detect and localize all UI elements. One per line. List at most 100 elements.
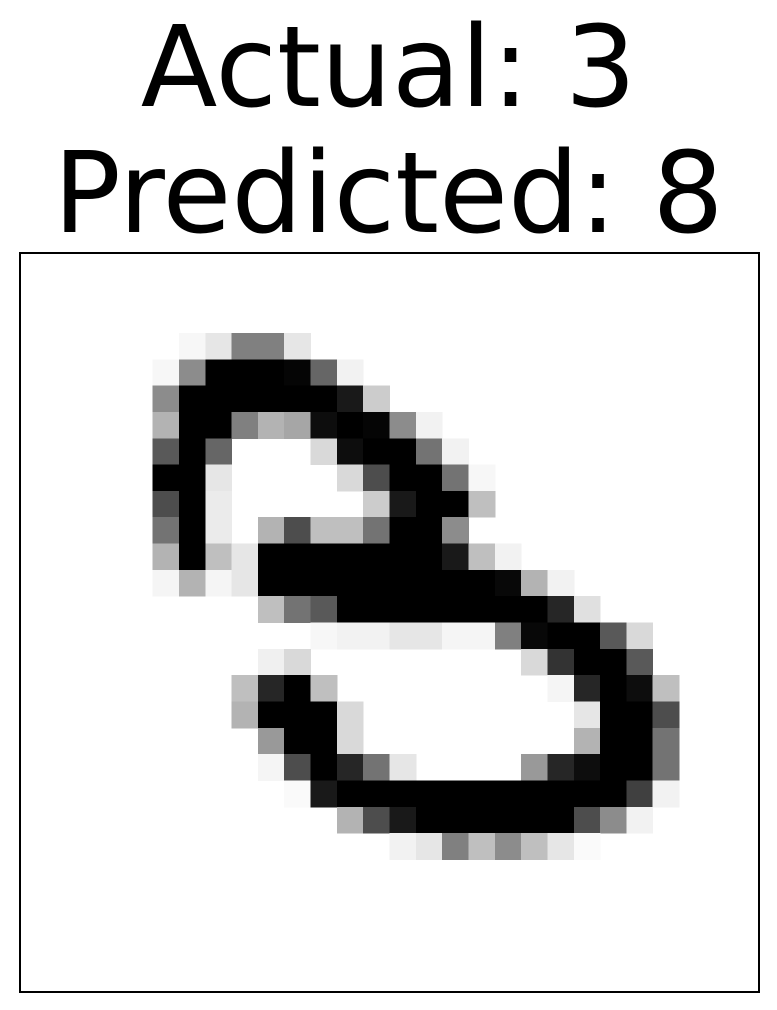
- digit-pixel: [415, 780, 443, 808]
- digit-pixel: [626, 648, 654, 676]
- digit-pixel: [336, 464, 364, 492]
- digit-pixel: [336, 543, 364, 571]
- digit-pixel: [152, 517, 180, 545]
- digit-pixel: [284, 754, 312, 781]
- digit-pixel: [468, 780, 496, 808]
- digit-pixel: [178, 569, 206, 597]
- digit-pixel: [284, 543, 312, 571]
- digit-pixel: [442, 490, 469, 518]
- digit-pixel: [442, 833, 469, 860]
- digit-pixel: [178, 385, 206, 413]
- digit-pixel: [573, 727, 601, 755]
- digit-pixel: [257, 543, 285, 571]
- digit-pixel: [442, 464, 469, 492]
- digit-pixel: [521, 648, 548, 676]
- digit-pixel: [178, 464, 206, 492]
- digit-pixel: [415, 806, 443, 834]
- digit-pixel: [257, 648, 285, 676]
- digit-pixel: [231, 411, 259, 439]
- digit-pixel: [468, 464, 496, 492]
- digit-pixel: [310, 596, 338, 624]
- digit-pixel: [573, 675, 601, 702]
- digit-pixel: [600, 675, 627, 702]
- digit-pixel: [521, 806, 548, 834]
- digit-pixel: [389, 596, 417, 624]
- digit-pixel: [178, 438, 206, 466]
- digit-pixel: [494, 569, 522, 597]
- digit-pixel: [363, 596, 391, 624]
- digit-pixel: [547, 780, 575, 808]
- digit-pixel: [363, 411, 391, 439]
- digit-pixel: [573, 806, 601, 834]
- digit-pixel: [336, 727, 364, 755]
- digit-pixel: [521, 596, 548, 624]
- digit-pixel: [310, 517, 338, 545]
- digit-pixel: [600, 727, 627, 755]
- digit-pixel: [310, 438, 338, 466]
- digit-pixel: [652, 754, 680, 781]
- digit-pixel: [257, 754, 285, 781]
- digit-pixel: [363, 464, 391, 492]
- digit-pixel: [310, 675, 338, 702]
- digit-pixel: [310, 701, 338, 729]
- digit-pixel: [310, 727, 338, 755]
- digit-pixel: [415, 569, 443, 597]
- actual-label-title: Actual: 3: [140, 3, 637, 133]
- digit-pixel: [336, 780, 364, 808]
- digit-pixel: [205, 490, 233, 518]
- digit-pixel: [468, 806, 496, 834]
- digit-pixel: [415, 517, 443, 545]
- digit-pixel: [626, 754, 654, 781]
- digit-pixel: [494, 622, 522, 650]
- digit-pixel: [652, 780, 680, 808]
- digit-pixel: [231, 543, 259, 571]
- digit-pixel: [257, 701, 285, 729]
- digit-pixel: [442, 780, 469, 808]
- digit-pixel: [310, 780, 338, 808]
- digit-image: [152, 332, 680, 860]
- digit-pixel: [547, 596, 575, 624]
- digit-pixel: [231, 675, 259, 702]
- digit-pixel: [442, 622, 469, 650]
- digit-pixel: [257, 517, 285, 545]
- digit-pixel: [178, 517, 206, 545]
- digit-pixel: [284, 517, 312, 545]
- digit-pixel: [547, 806, 575, 834]
- digit-pixel: [389, 833, 417, 860]
- digit-pixel: [389, 490, 417, 518]
- digit-pixel: [521, 569, 548, 597]
- digit-pixel: [336, 359, 364, 387]
- digit-pixel: [389, 622, 417, 650]
- digit-pixel: [152, 569, 180, 597]
- digit-pixel: [468, 490, 496, 518]
- digit-pixel: [336, 438, 364, 466]
- digit-pixel: [600, 754, 627, 781]
- digit-pixel: [389, 543, 417, 571]
- digit-pixel: [494, 780, 522, 808]
- digit-pixel: [626, 806, 654, 834]
- digit-pixel: [415, 596, 443, 624]
- digit-pixel: [257, 675, 285, 702]
- digit-pixel: [442, 806, 469, 834]
- digit-pixel: [547, 622, 575, 650]
- digit-pixel: [284, 675, 312, 702]
- digit-pixel: [336, 569, 364, 597]
- digit-pixel: [626, 727, 654, 755]
- digit-pixel: [205, 569, 233, 597]
- digit-pixel: [284, 701, 312, 729]
- digit-pixel: [442, 569, 469, 597]
- digit-pixel: [494, 833, 522, 860]
- digit-pixel: [652, 675, 680, 702]
- digit-pixel: [442, 438, 469, 466]
- digit-pixel: [336, 754, 364, 781]
- digit-pixel: [600, 806, 627, 834]
- digit-pixel: [310, 385, 338, 413]
- digit-pixel: [521, 622, 548, 650]
- digit-pixel: [521, 833, 548, 860]
- digit-pixel: [363, 569, 391, 597]
- digit-pixel: [547, 833, 575, 860]
- digit-pixel: [652, 727, 680, 755]
- digit-pixel: [521, 754, 548, 781]
- digit-pixel: [521, 780, 548, 808]
- digit-pixel: [547, 675, 575, 702]
